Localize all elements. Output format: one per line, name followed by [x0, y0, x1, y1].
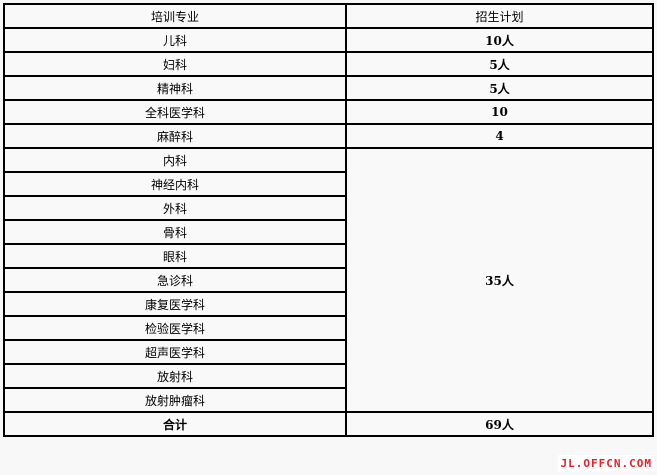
- major-cell: 内科: [3, 147, 347, 173]
- major-cell: 麻醉科: [3, 123, 347, 149]
- enrollment-table: 培训专业 招生计划 儿科 10人 妇科 5人 精神科 5人 全科医学科 10 麻醉科 4 内科 35人…: [3, 3, 654, 437]
- table-row: 超声医学科: [3, 339, 653, 365]
- table-row: 外科: [3, 195, 653, 221]
- header-major: 培训专业: [3, 3, 347, 29]
- major-cell: 放射科: [3, 363, 347, 389]
- header-plan: 招生计划: [345, 3, 654, 29]
- table-row: 神经内科: [3, 171, 653, 197]
- table-row: 康复医学科: [3, 291, 653, 317]
- table-row: 儿科 10人: [3, 27, 654, 53]
- table-row: 放射科: [3, 363, 653, 389]
- major-cell: 超声医学科: [3, 339, 347, 365]
- major-cell: 全科医学科: [3, 99, 347, 125]
- major-cell: 妇科: [3, 51, 347, 77]
- table-row: 麻醉科 4: [3, 123, 654, 149]
- major-cell: 神经内科: [3, 171, 347, 197]
- total-label: 合计: [3, 411, 347, 437]
- table-row: 骨科: [3, 219, 653, 245]
- table-row: 眼科: [3, 243, 653, 269]
- major-cell: 急诊科: [3, 267, 347, 293]
- plan-cell: 5人: [345, 51, 654, 77]
- major-cell: 外科: [3, 195, 347, 221]
- major-cell: 眼科: [3, 243, 347, 269]
- plan-cell: 10: [345, 99, 654, 125]
- major-cell: 检验医学科: [3, 315, 347, 341]
- major-cell: 康复医学科: [3, 291, 347, 317]
- total-row: 合计 69人: [3, 411, 654, 437]
- table-row: 全科医学科 10: [3, 99, 654, 125]
- table-row: 放射肿瘤科: [3, 387, 653, 413]
- plan-cell: 10人: [345, 27, 654, 53]
- table-row: 急诊科: [3, 267, 653, 293]
- plan-cell: 5人: [345, 75, 654, 101]
- plan-cell: 4: [345, 123, 654, 149]
- table-row: 妇科 5人: [3, 51, 654, 77]
- table-row: 检验医学科: [3, 315, 653, 341]
- watermark: JL.OFFCN.COM: [557, 455, 655, 472]
- total-value: 69人: [345, 411, 654, 437]
- major-cell: 精神科: [3, 75, 347, 101]
- table-row: 内科 35人: [3, 147, 654, 413]
- major-cell: 儿科: [3, 27, 347, 53]
- header-row: 培训专业 招生计划: [3, 3, 654, 29]
- table-row: 精神科 5人: [3, 75, 654, 101]
- major-cell: 放射肿瘤科: [3, 387, 347, 413]
- group-plan-cell: 35人: [345, 147, 654, 413]
- major-cell: 骨科: [3, 219, 347, 245]
